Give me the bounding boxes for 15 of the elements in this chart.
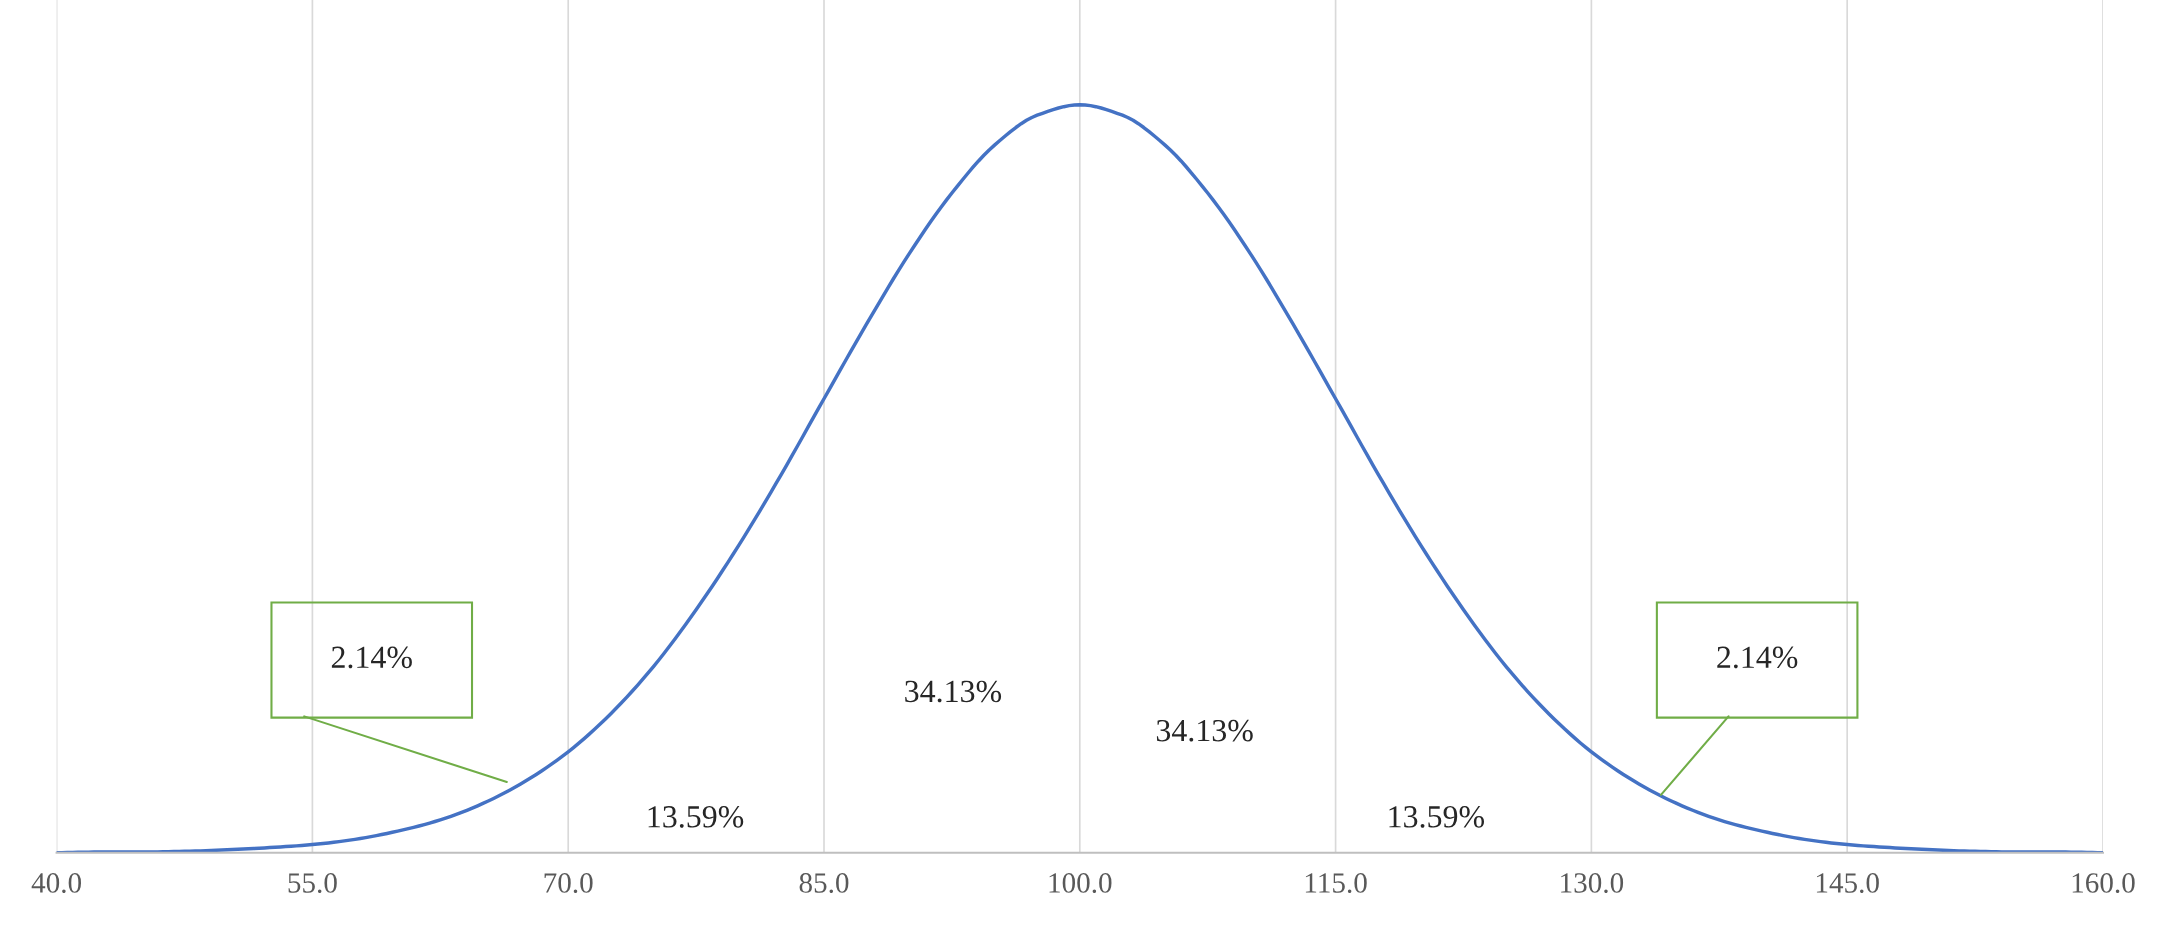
annotation: 2.14% — [331, 646, 412, 669]
x-tick-label: 130.0 — [1561, 873, 1624, 893]
annotation: 13.59% — [648, 806, 744, 828]
x-tick-label: 70.0 — [544, 873, 593, 893]
x-tick-label: 160.0 — [2072, 873, 2135, 893]
x-tick-label: 145.0 — [1816, 873, 1879, 893]
x-tick-label: 85.0 — [799, 873, 849, 893]
annotation: 13.59% — [1389, 806, 1485, 828]
x-tick-label: 115.0 — [1305, 873, 1367, 893]
x-tick-label: 40.0 — [31, 873, 82, 893]
annotation: 2.14% — [1717, 646, 1798, 669]
x-tick-label: 100.0 — [1049, 873, 1112, 893]
annotation: 34.13% — [905, 680, 1002, 703]
x-tick-label: 55.0 — [288, 873, 337, 893]
annotation: 34.13% — [1156, 719, 1253, 742]
